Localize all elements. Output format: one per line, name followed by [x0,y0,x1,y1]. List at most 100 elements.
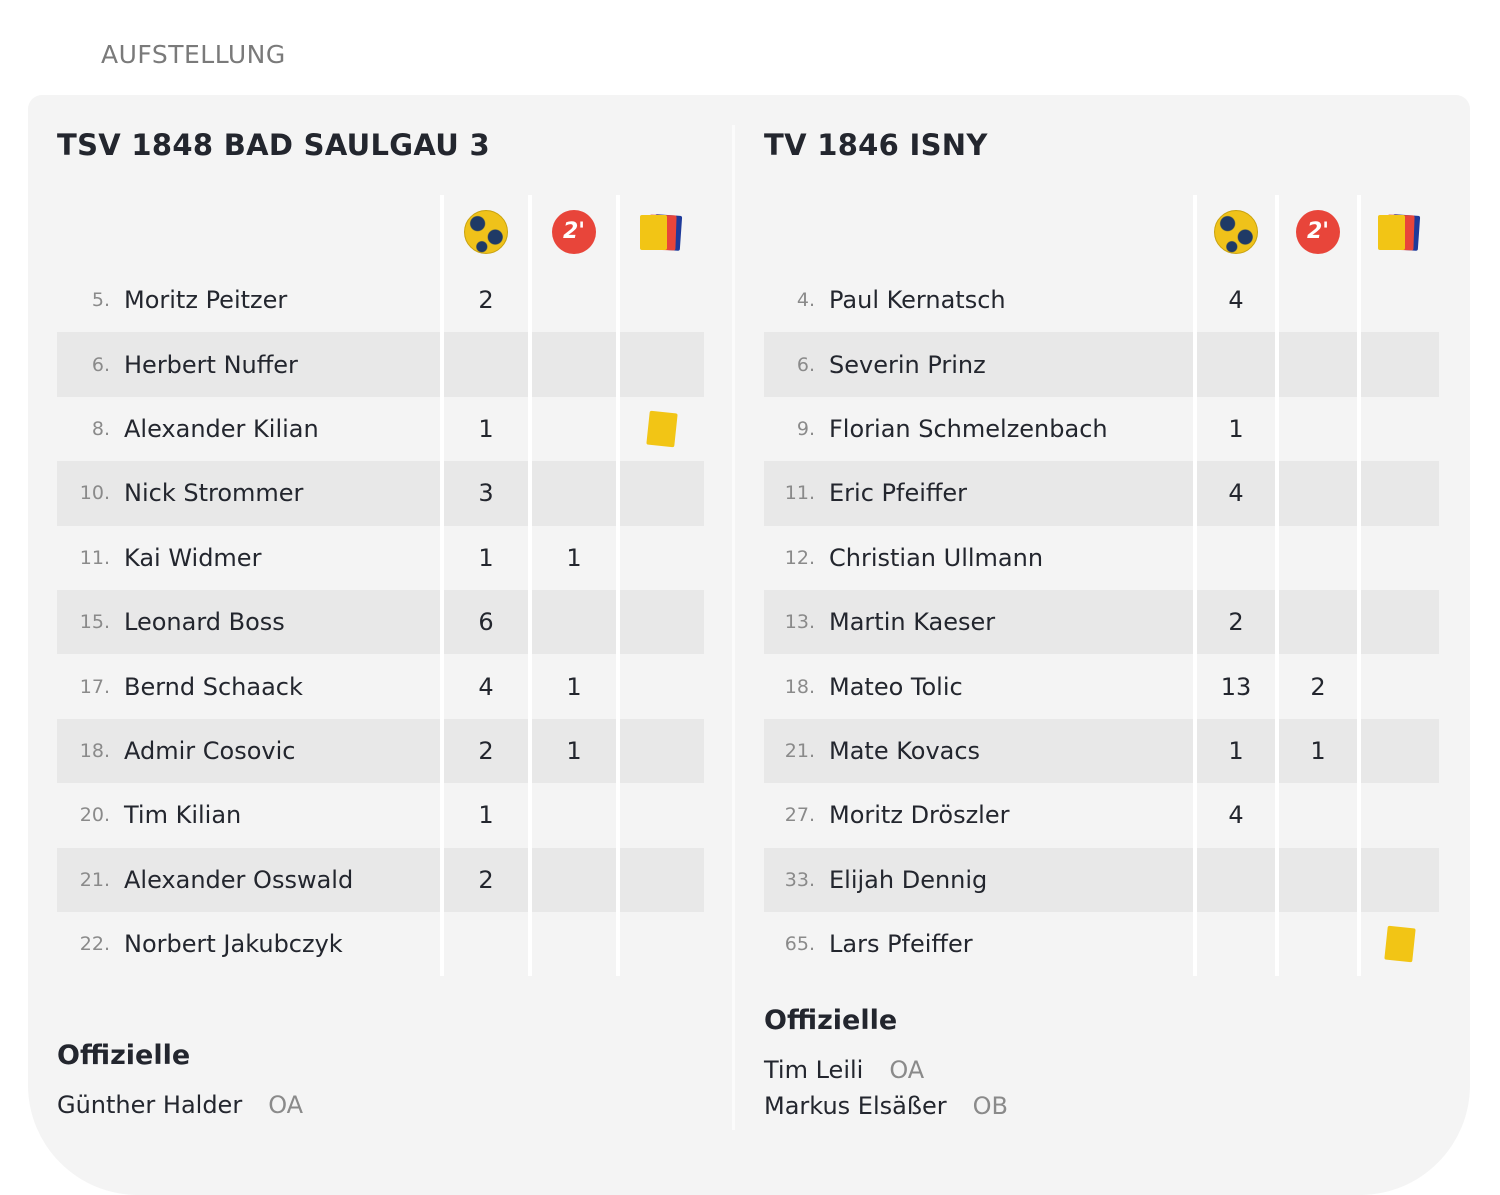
player-number: 11. [784,482,815,505]
player-name[interactable]: Eric Pfeiffer [829,479,968,508]
two-minute-value [1279,589,1357,655]
goals-value: 2 [444,268,528,333]
two-minute-value [532,847,616,912]
official-role: OA [889,1056,925,1084]
official-name: Tim Leili [764,1056,864,1084]
player-name[interactable]: Lars Pfeiffer [829,930,973,959]
player-name[interactable]: Leonard Boss [124,608,285,637]
cards-value [620,525,704,590]
official-name: Markus Elsäßer [764,1092,947,1120]
cards-value [620,847,704,912]
two-minute-value: 1 [532,718,616,784]
cards-icon [640,213,684,251]
header-goals [444,195,528,268]
header-name-column [57,195,440,268]
cards-value [1361,911,1439,977]
goals-value: 1 [444,525,528,590]
player-cell: 11. Kai Widmer [57,525,440,590]
player-name[interactable]: Severin Prinz [829,350,986,379]
player-name[interactable]: Christian Ullmann [829,543,1044,572]
player-cell: 22. Norbert Jakubczyk [57,911,440,977]
cards-value [1361,654,1439,719]
official-role: OA [268,1091,304,1119]
player-name[interactable]: Florian Schmelzenbach [829,414,1108,443]
cards-value [620,589,704,655]
goals-value: 2 [444,847,528,912]
player-name[interactable]: Kai Widmer [124,543,262,572]
two-minute-value: 2 [1279,654,1357,719]
player-cell: 33. Elijah Dennig [764,847,1193,912]
player-number: 6. [796,353,815,376]
two-minute-value [532,589,616,655]
player-name[interactable]: Alexander Osswald [124,865,354,894]
two-minute-value: 1 [532,525,616,590]
goals-value [1197,332,1275,397]
two-minute-value [1279,847,1357,912]
header-goals [1197,195,1275,268]
player-cell: 5. Moritz Peitzer [57,268,440,333]
cards-value [1361,589,1439,655]
two-minute-value [1279,396,1357,462]
player-cell: 11. Eric Pfeiffer [764,461,1193,526]
header-cards [1361,195,1439,268]
player-cell: 4. Paul Kernatsch [764,268,1193,333]
cards-value [620,396,704,462]
yellow-card-shape [1378,214,1405,250]
player-cell: 21. Mate Kovacs [764,718,1193,784]
player-name[interactable]: Herbert Nuffer [124,350,298,379]
player-name[interactable]: Admir Cosovic [124,736,296,765]
player-name[interactable]: Alexander Kilian [124,414,319,443]
player-name[interactable]: Elijah Dennig [829,865,988,894]
lineup-table: 2' 4. Paul Kernatsch 4 6. Severin Prinz 9. Flor… [764,195,1439,977]
two-minute-value: 1 [1279,718,1357,784]
official-role: OB [972,1092,1008,1120]
two-minute-value [1279,461,1357,526]
player-number: 13. [784,611,815,634]
goals-value [444,911,528,977]
handball-icon [1214,209,1258,254]
goals-value: 4 [444,654,528,719]
player-number: 21. [79,868,110,891]
player-cell: 12. Christian Ullmann [764,525,1193,590]
player-name[interactable]: Mateo Tolic [829,672,963,701]
player-number: 18. [784,675,815,698]
player-cell: 6. Herbert Nuffer [57,332,440,397]
cards-value [1361,718,1439,784]
goals-value: 2 [444,718,528,784]
player-name[interactable]: Moritz Peitzer [124,286,288,315]
player-cell: 27. Moritz Dröszler [764,783,1193,848]
two-minute-value [532,911,616,977]
team-name: TSV 1848 BAD SAULGAU 3 [57,128,490,162]
player-cell: 15. Leonard Boss [57,589,440,655]
player-name[interactable]: Martin Kaeser [829,608,996,637]
officials-title: Offizielle [57,1040,191,1071]
player-name[interactable]: Tim Kilian [124,801,242,830]
yellow-card-shape [640,214,667,250]
cards-value [1361,847,1439,912]
two-minute-value [1279,911,1357,977]
goals-value [1197,911,1275,977]
two-minute-penalty-icon: 2' [1296,209,1340,254]
two-minute-value [532,461,616,526]
player-number: 33. [784,868,815,891]
goals-value [1197,525,1275,590]
goals-value: 4 [1197,268,1275,333]
player-cell: 17. Bernd Schaack [57,654,440,719]
player-name[interactable]: Paul Kernatsch [829,286,1006,315]
header-two-minutes: 2' [532,195,616,268]
cards-value [1361,268,1439,333]
player-name[interactable]: Nick Strommer [124,479,304,508]
official-entry: Günther Halder OA [57,1091,303,1119]
cards-value [620,718,704,784]
player-number: 21. [784,739,815,762]
official-entry: Tim Leili OA [764,1056,924,1084]
player-cell: 65. Lars Pfeiffer [764,911,1193,977]
player-name[interactable]: Bernd Schaack [124,672,303,701]
goals-value: 1 [444,396,528,462]
officials-title: Offizielle [764,1005,898,1036]
player-name[interactable]: Mate Kovacs [829,736,981,765]
player-name[interactable]: Moritz Dröszler [829,801,1010,830]
player-name[interactable]: Norbert Jakubczyk [124,930,343,959]
cards-value [620,783,704,848]
cards-value [1361,461,1439,526]
